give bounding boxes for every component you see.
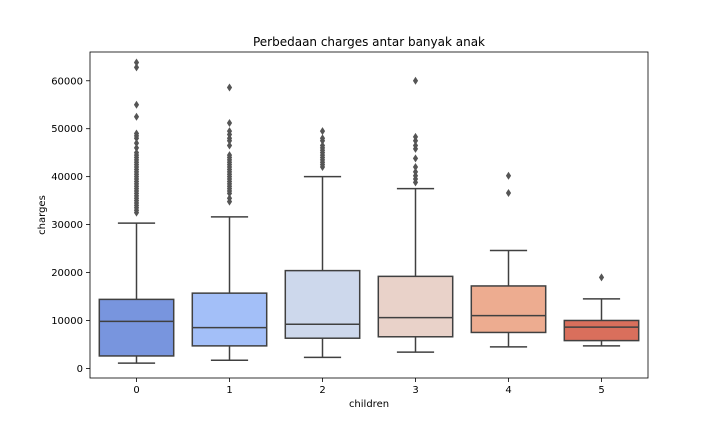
outlier-point bbox=[226, 118, 233, 127]
outlier-point bbox=[319, 141, 326, 150]
outlier-point bbox=[133, 63, 140, 72]
y-tick-label: 0 bbox=[77, 364, 83, 375]
x-tick-label: 3 bbox=[412, 385, 418, 396]
x-tick-label: 2 bbox=[319, 385, 325, 396]
outlier-point bbox=[412, 132, 419, 141]
y-tick-label: 60000 bbox=[51, 76, 83, 87]
box-1 bbox=[191, 292, 268, 347]
y-tick-label: 40000 bbox=[51, 172, 83, 183]
outlier-point bbox=[412, 154, 419, 163]
x-tick-label: 5 bbox=[598, 385, 604, 396]
y-tick-label: 20000 bbox=[51, 268, 83, 279]
outlier-point bbox=[133, 129, 140, 138]
x-tick-label: 0 bbox=[133, 385, 139, 396]
y-tick-label: 10000 bbox=[51, 316, 83, 327]
outlier-point bbox=[319, 127, 326, 136]
outlier-point bbox=[505, 188, 512, 197]
outlier-point bbox=[133, 58, 140, 67]
x-tick-label: 4 bbox=[505, 385, 511, 396]
box-4 bbox=[470, 285, 547, 334]
outlier-point bbox=[412, 76, 419, 85]
y-tick-label: 50000 bbox=[51, 124, 83, 135]
outlier-point bbox=[412, 163, 419, 172]
box-2 bbox=[284, 269, 361, 339]
plot-area: 0 10000 20000 30000 40000 50000 60000 0 1 2 3 4 5 bbox=[51, 51, 649, 396]
outlier-point bbox=[226, 194, 233, 203]
outlier-point bbox=[226, 151, 233, 160]
outlier-point bbox=[133, 112, 140, 121]
y-tick-label: 30000 bbox=[51, 220, 83, 231]
plot-frame bbox=[89, 51, 649, 379]
box-3 bbox=[377, 275, 454, 338]
outlier-point bbox=[133, 148, 140, 157]
outlier-point bbox=[133, 100, 140, 109]
y-axis-label: charges bbox=[37, 195, 48, 235]
outlier-point bbox=[226, 127, 233, 136]
outlier-point bbox=[412, 167, 419, 176]
outlier-point bbox=[133, 143, 140, 152]
outlier-point bbox=[319, 134, 326, 143]
outlier-point bbox=[412, 141, 419, 150]
box-0 bbox=[98, 298, 175, 357]
outlier-point bbox=[505, 171, 512, 180]
x-axis-label: children bbox=[349, 399, 389, 410]
outlier-point bbox=[598, 273, 605, 282]
x-tick-label: 1 bbox=[226, 385, 232, 396]
chart-title: Perbedaan charges antar banyak anak bbox=[253, 35, 485, 49]
box-5 bbox=[563, 319, 640, 342]
outlier-point bbox=[226, 83, 233, 92]
outlier-point bbox=[133, 139, 140, 148]
outlier-point bbox=[226, 141, 233, 150]
